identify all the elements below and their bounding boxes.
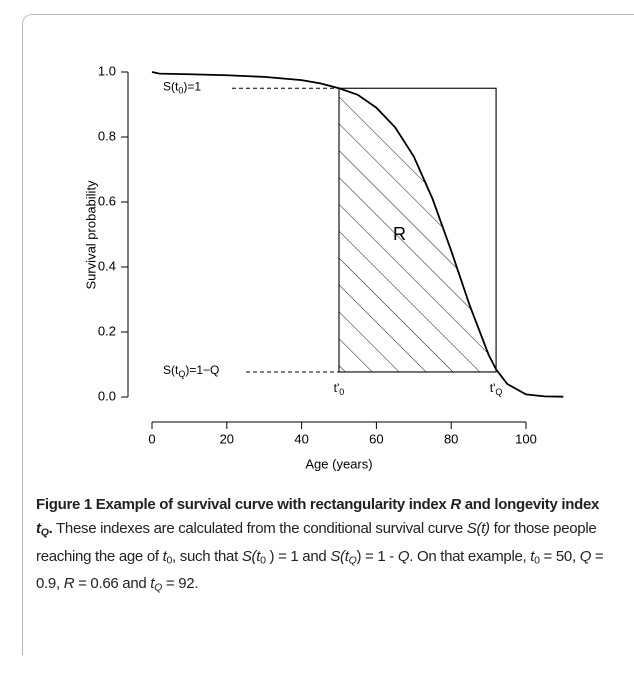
caption-run: = 0.9, [36,547,604,593]
caption-run: = 0.66 and [74,575,151,593]
caption-run: Q [40,526,49,539]
annotation-part: t' [334,381,340,395]
caption-run: R [63,575,75,593]
annotation-part: t' [490,381,496,395]
y-tick-label: 1.0 [98,63,116,78]
x-tick-label: 100 [515,431,537,446]
annotation: S(t0)=1 [163,79,201,95]
survival-curve [151,71,564,398]
annotation: t'0 [334,381,345,397]
annotation-part: S(t [163,79,179,93]
y-tick-label: 0.2 [98,323,116,338]
annotation-part: Q [495,387,502,397]
caption-run: Q [579,547,592,565]
caption-run: S(t) [466,520,490,537]
caption-run: t [530,547,535,565]
caption-run: S(t [330,547,349,565]
x-tick-label: 0 [148,431,155,446]
x-axis-label: Age (years) [305,456,372,471]
annotation-part: S(t [163,363,179,377]
y-axis-label: Survival probability [83,180,98,290]
caption-run: t [162,547,167,565]
annotation: S(tQ)=1−Q [163,363,219,379]
caption-run: = 92. [162,575,199,593]
caption-run: Q [348,554,357,567]
caption-run: Figure 1 Example of survival curve with … [36,496,451,513]
y-tick-label: 0.6 [98,193,116,208]
chart: Age (years) Survival probability 0.0 0.2 0… [83,63,564,471]
annotation-part: Q [178,369,185,379]
y-tick-label: 0.0 [98,388,116,403]
caption-run: 0 [534,554,540,567]
caption-run: . On that example, [409,547,531,565]
annotation: t'Q [490,381,503,397]
caption-run: ) = 1 - [356,547,398,565]
region-label: R [393,224,406,244]
caption-run: Q [154,581,163,594]
caption-run: 0 [166,554,173,567]
caption-run: Q [397,547,410,565]
y-tick-label: 0.8 [98,128,116,143]
x-tick-label: 20 [220,431,234,446]
x-tick-label: 40 [294,431,308,446]
caption-run: ) = 1 and [265,547,331,565]
hatched-area [339,88,497,372]
x-tick-label: 60 [369,431,383,446]
caption-run: and longevity index [460,496,600,513]
caption: Figure 1 Example of survival curve with … [36,493,606,600]
caption-run: t [36,520,41,537]
caption-run: = 50, [539,547,580,565]
annotation-part: 0 [339,387,344,397]
caption-run: R [450,496,461,513]
caption-run: t [150,575,155,593]
caption-run: These indexes are calculated from the co… [52,520,467,537]
caption-run: , such that [172,547,242,565]
annotation-part: )=1 [183,79,201,93]
annotation-part: 0 [178,86,183,96]
annotation-part: )=1−Q [185,363,219,377]
caption-run: for those people reaching the age of [36,520,597,565]
rectangle-region [338,87,497,373]
x-tick-label: 80 [444,431,458,446]
figure-frame [22,14,634,655]
y-tick-label: 0.4 [98,258,116,273]
caption-run: S(t [241,547,261,565]
caption-run: . [48,520,53,537]
caption-run: 0 [260,554,266,567]
